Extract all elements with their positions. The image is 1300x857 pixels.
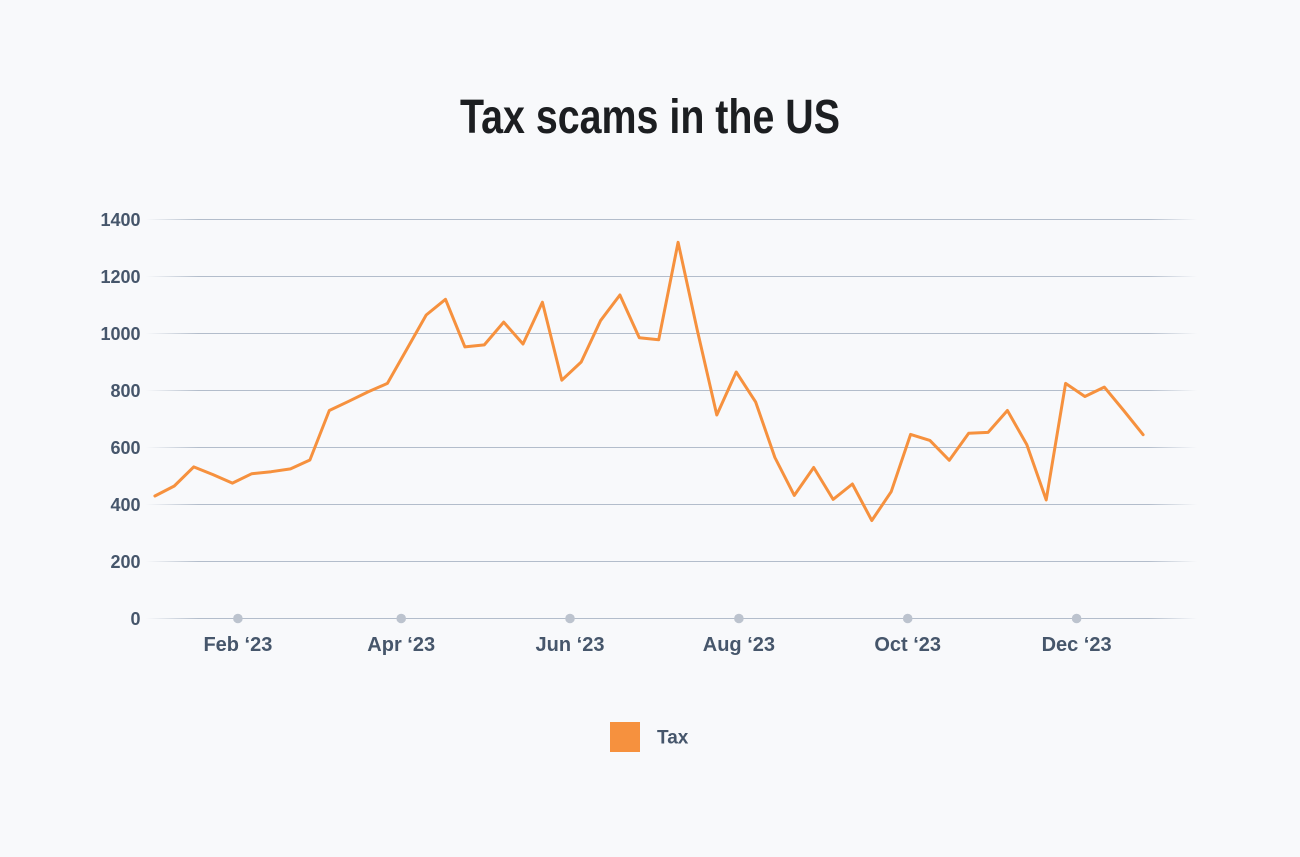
svg-text:Aug ‘23: Aug ‘23	[703, 634, 775, 656]
svg-text:0: 0	[130, 609, 140, 629]
svg-text:1200: 1200	[100, 267, 140, 287]
svg-text:1400: 1400	[100, 210, 140, 230]
svg-text:200: 200	[110, 552, 140, 572]
svg-text:Jun ‘23: Jun ‘23	[536, 634, 605, 656]
svg-text:800: 800	[110, 381, 140, 401]
svg-text:1000: 1000	[100, 324, 140, 344]
svg-text:Oct ‘23: Oct ‘23	[874, 634, 941, 656]
svg-text:600: 600	[110, 438, 140, 458]
svg-text:Dec ‘23: Dec ‘23	[1042, 634, 1112, 656]
svg-text:Feb ‘23: Feb ‘23	[203, 634, 272, 656]
svg-text:400: 400	[110, 495, 140, 515]
svg-text:Tax: Tax	[657, 728, 689, 749]
svg-text:Apr ‘23: Apr ‘23	[367, 634, 435, 656]
svg-text:Tax scams in the US: Tax scams in the US	[460, 91, 840, 144]
